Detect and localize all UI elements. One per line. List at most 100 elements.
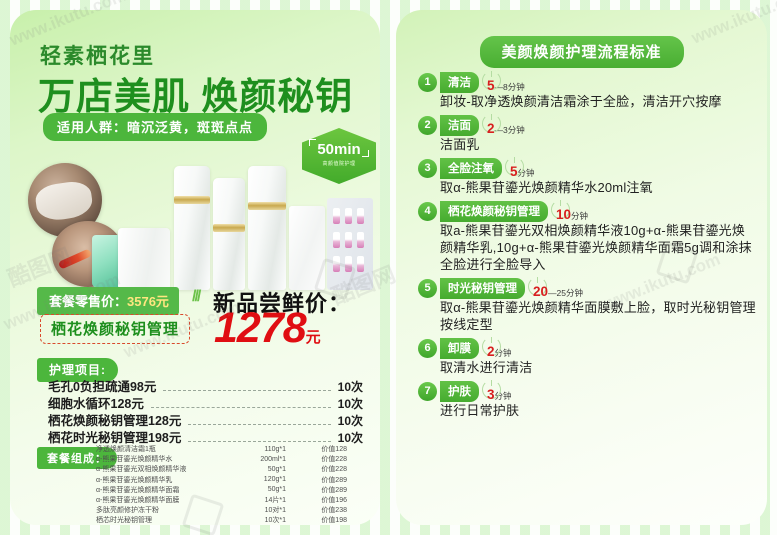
step-duration-unit: —8分钟 [494,81,525,92]
combo-item-value: 价值196 [321,497,347,505]
timer-ring-icon [482,337,501,356]
step-number-badge: 3 [418,158,437,178]
combo-item-name: 多肽亮颜修护冻干粉 [96,507,159,515]
care-item-name: 细胞水循环128元 [48,397,144,411]
combo-item-value: 价值289 [321,486,347,494]
ampoule-tray-product [327,198,373,290]
step-header: 7 护肤 3 分钟 [418,380,758,402]
step-header: 3 全脸注氧 5 分钟 [418,157,758,179]
ampoule-icon [357,256,364,272]
dotted-leader [150,407,331,408]
combo-item-value: 价值289 [321,476,347,484]
combo-item-name: α-熊果苷鎏光双相焕颜精华液 [96,466,187,474]
timer-ring-icon [482,380,501,399]
step-number-badge: 6 [418,338,437,358]
step-name-label: 时光秘钥管理 [440,277,525,299]
combo-item-spec: 110g*1 [264,445,286,453]
step-item: 4 栖花焕颜秘钥管理 10 分钟 取a-熊果苷鎏光双相焕颜精华液10g+α-熊果苷鎏光焕… [418,200,758,273]
step-duration-value: 10 [556,206,572,222]
care-item-name: 栖花时光秘钥管理198元 [48,431,182,445]
combo-item-name: α-熊果苷鎏光焕颜精华面膜 [96,497,180,505]
combo-item-value: 价值128 [321,446,347,454]
timer-ring-icon [482,114,501,133]
combo-row: α-熊果苷鎏光焕颜精华乳 120g*1 价值289 [96,475,361,485]
dotted-leader [188,441,331,442]
step-duration-unit: 分钟 [517,167,535,178]
promo-price-value: 1278元 [214,307,321,350]
gold-cap-icon [118,228,170,237]
step-description: 取a-熊果苷鎏光双相焕颜精华液10g+α-熊果苷鎏光焕颜精华乳,10g+α-熊果… [440,223,752,272]
combo-item-spec: 10次*1 [264,517,286,525]
step-item: 2 洁面 2 —3分钟 洁面乳 [418,114,758,153]
combo-item-name: 栖芯时光秘钥管理 [96,517,152,525]
dotted-leader [188,424,331,425]
step-duration-unit: 分钟 [571,210,589,221]
timer-ring-icon [482,71,501,90]
care-items-heading: 护理项目: [37,358,118,382]
step-timer: 2 —3分钟 [482,114,525,136]
step-description: 进行日常护肤 [440,403,520,418]
combo-row: α-熊果苷鎏光焕颜精华面膜 14片*1 价值196 [96,495,361,505]
combo-item-value: 价值228 [321,456,347,464]
care-items-list: 毛孔0负担疏通98元 10次 细胞水循环128元 10次 栖花焕颜秘钥管理128元 10次… [48,376,363,445]
step-number-badge: 2 [418,115,437,135]
step-duration-unit: 分钟 [494,390,512,401]
step-duration-value: 20 [533,283,549,299]
care-item-row: 栖花时光秘钥管理198元 10次 [48,427,363,445]
ampoule-icon [345,256,352,272]
step-description: 洁面乳 [440,137,480,152]
ampoule-icon [357,208,364,224]
combo-item-value: 价值198 [321,517,347,525]
step-header: 2 洁面 2 —3分钟 [418,114,758,136]
combo-item-spec: 14片*1 [264,497,286,505]
step-name-label: 全脸注氧 [440,157,502,179]
combo-item-name: α-熊果苷鎏光焕颜精华水 [96,456,173,464]
care-item-name: 毛孔0负担疏通98元 [48,380,157,394]
step-name-label: 清洁 [440,71,479,93]
flow-title: 美颜焕颜护理流程标准 [479,36,684,68]
retail-price-badge: 套餐零售价：3576元 [37,287,179,315]
towel-shape [33,179,95,223]
toner-bottle-1 [174,166,210,290]
cream-jar-product [118,228,170,290]
combo-row: α-熊果苷鎏光双相焕颜精华液 50g*1 价值228 [96,464,361,474]
left-panel: 轻素栖花里 万店美肌 焕颜秘钥 适用人群：暗沉泛黄，斑斑点点 50min 高颜值… [10,10,380,525]
step-description: 卸妆-取净透焕颜清洁霜涂于全脸，清洁开穴按摩 [440,94,722,109]
ampoule-icon [333,208,340,224]
ampoule-icon [345,208,352,224]
step-name-label: 护肤 [440,380,479,402]
step-duration-value: 5 [487,77,495,93]
timer-ring-icon [528,277,547,296]
combo-item-spec: 50g*1 [267,486,286,494]
combo-table: 净透焕颜清洁霜1瓶 110g*1 价值128 α-熊果苷鎏光焕颜精华水 200ml*1 价… [96,444,361,525]
promo-price-unit: 元 [305,329,321,346]
care-item-count: 10次 [337,380,363,394]
device-wand-shape [57,248,93,270]
toner-bottle-2 [213,178,245,290]
step-name-label: 栖花焕颜秘钥管理 [440,200,548,222]
step-header: 5 时光秘钥管理 20 —25分钟 [418,277,758,299]
combo-item-name: α-熊果苷鎏光焕颜精华面霜 [96,486,180,494]
combo-row: 净透焕颜清洁霜1瓶 110g*1 价值128 [96,444,361,454]
step-timer: 5 —8分钟 [482,71,525,93]
care-item-row: 毛孔0负担疏通98元 10次 [48,376,363,394]
gold-cap-icon [248,202,286,210]
care-item-count: 10次 [337,397,363,411]
timer-ring-icon [551,200,570,219]
timer-ring-icon [505,157,524,176]
step-duration-value: 2 [487,120,495,136]
right-panel: 美颜焕颜护理流程标准 1 清洁 5 —8分钟 卸妆-取净透焕颜清洁霜涂于全脸，清洁开穴按… [396,10,767,525]
step-duration-value: 3 [487,386,495,402]
step-number-badge: 1 [418,72,437,92]
duration-value: 50min [317,141,361,158]
product-image [10,155,380,290]
promo-price-label: 新品尝鲜价： [213,291,352,316]
combo-row: α-熊果苷鎏光焕颜精华水 200ml*1 价值228 [96,454,361,464]
ampoule-icon [333,256,340,272]
combo-item-spec: 10对*1 [264,507,286,515]
ampoule-icon [333,232,340,248]
combo-row: α-熊果苷鎏光焕颜精华面霜 50g*1 价值289 [96,485,361,495]
duration-subtitle: 高颜值院护理 [322,161,356,167]
step-number-badge: 5 [418,278,437,298]
